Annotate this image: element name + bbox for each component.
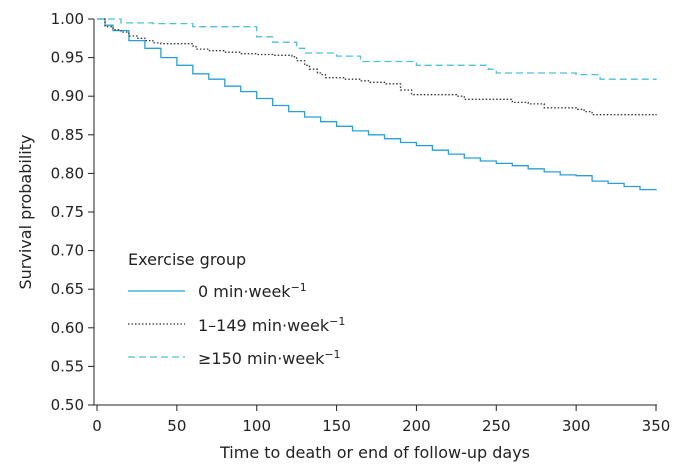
- legend-label-150-min: ≥150 min·week−1: [198, 348, 341, 368]
- x-axis-ticks: 0 50 100 150 200 250 300 350: [92, 405, 670, 435]
- legend-title: Exercise group: [128, 250, 246, 269]
- legend-label-150-min-main: ≥150 min·week: [198, 349, 325, 368]
- x-axis-title: Time to death or end of follow-up days: [219, 443, 530, 462]
- legend-label-0-min-main: 0 min·week: [198, 282, 291, 301]
- y-tick-label: 0.95: [51, 49, 84, 67]
- y-tick-label: 0.70: [51, 242, 84, 260]
- y-axis-title: Survival probability: [16, 135, 35, 290]
- y-tick-label: 0.65: [51, 280, 84, 298]
- series-layer: [97, 18, 657, 191]
- legend-label-150-min-sup: −1: [324, 348, 340, 361]
- y-tick-label: 1.00: [51, 10, 84, 28]
- x-tick-label: 50: [167, 417, 186, 435]
- x-tick-label: 150: [322, 417, 351, 435]
- legend: Exercise group 0 min·week−1 1–149 min·we…: [128, 250, 345, 368]
- x-tick-label: 0: [92, 417, 102, 435]
- y-tick-label: 0.55: [51, 357, 84, 375]
- y-tick-label: 0.80: [51, 164, 84, 182]
- y-axis-ticks: 0.50 0.55 0.60 0.65 0.70 0.75 0.80 0.85 0.90 0.95…: [51, 10, 94, 414]
- series-line-1-149-min: [97, 18, 657, 116]
- x-tick-label: 300: [562, 417, 591, 435]
- x-tick-label: 100: [242, 417, 271, 435]
- y-tick-label: 0.85: [51, 126, 84, 144]
- series-line-150-min: [97, 18, 657, 80]
- x-tick-label: 350: [642, 417, 671, 435]
- legend-label-0-min-sup: −1: [291, 281, 307, 294]
- plot-area: 0 50 100 150 200 250 300 350 0.500.550.600.650.…: [51, 10, 671, 435]
- x-tick-label: 200: [402, 417, 431, 435]
- series-line-0-min: [97, 18, 657, 191]
- y-tick-label: 0.90: [51, 87, 84, 105]
- legend-label-1-149-min-sup: −1: [329, 315, 345, 328]
- y-tick-label: 0.50: [51, 396, 84, 414]
- x-tick-label: 250: [482, 417, 511, 435]
- legend-label-1-149-min: 1–149 min·week−1: [198, 315, 345, 335]
- legend-label-0-min: 0 min·week−1: [198, 281, 307, 301]
- y-tick-label: 0.60: [51, 319, 84, 337]
- legend-label-1-149-min-main: 1–149 min·week: [198, 316, 330, 335]
- y-tick-label: 0.75: [51, 203, 84, 221]
